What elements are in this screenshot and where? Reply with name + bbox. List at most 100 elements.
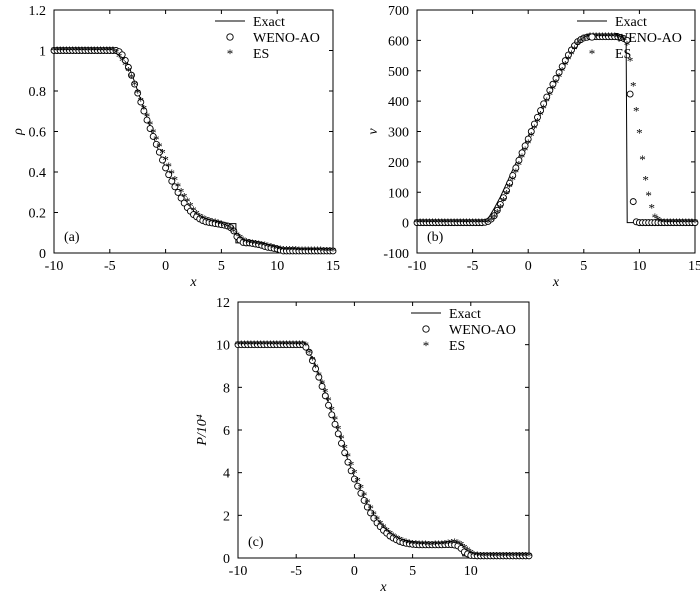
data-point: *: [162, 152, 169, 167]
data-point: *: [466, 215, 473, 230]
data-point: *: [474, 548, 481, 563]
data-point: *: [423, 215, 430, 230]
data-point: [140, 107, 148, 115]
data-point: *: [522, 143, 529, 158]
legend-star-swatch: *: [423, 338, 430, 353]
data-point: [230, 227, 238, 235]
x-tick-label: -5: [290, 564, 302, 579]
data-point: *: [633, 103, 640, 118]
data-point: *: [380, 520, 387, 535]
data-point: *: [454, 215, 461, 230]
data-point: [334, 430, 342, 438]
data-point: *: [305, 243, 312, 258]
data-point: [159, 156, 166, 164]
data-point: *: [320, 243, 327, 258]
data-point: *: [144, 109, 151, 124]
data-point: *: [141, 101, 148, 116]
data-point: *: [277, 242, 284, 257]
data-point: *: [417, 215, 424, 230]
data-point: *: [565, 52, 572, 67]
x-tick-label: -5: [104, 259, 116, 274]
data-point: *: [413, 537, 420, 552]
data-point: [171, 183, 179, 191]
data-point: [350, 475, 358, 483]
data-point: *: [280, 242, 287, 257]
data-point: *: [371, 507, 378, 522]
data-point: *: [409, 536, 416, 551]
data-point: [490, 212, 498, 220]
data-point: *: [267, 337, 274, 352]
data-point: *: [526, 548, 533, 563]
data-point: *: [184, 194, 191, 209]
data-point: *: [477, 548, 484, 563]
data-point: [518, 149, 526, 157]
y-tick-label: 0.4: [29, 166, 47, 181]
data-point: [152, 140, 160, 148]
data-point: *: [128, 70, 135, 85]
data-point: *: [493, 548, 500, 563]
data-point: *: [274, 337, 281, 352]
data-point: *: [500, 194, 507, 209]
data-point: *: [432, 537, 439, 552]
y-axis-label: P/10⁴: [195, 414, 210, 446]
data-point: *: [66, 43, 73, 58]
data-point: *: [400, 534, 407, 549]
data-point: *: [218, 217, 225, 232]
data-point: *: [642, 172, 649, 187]
data-point: [537, 107, 545, 115]
data-point: *: [76, 43, 83, 58]
data-point: *: [438, 537, 445, 552]
x-tick-label: 10: [464, 564, 478, 579]
data-point: *: [472, 215, 479, 230]
x-tick-label: 10: [270, 259, 284, 274]
data-point: *: [338, 431, 345, 446]
data-point: *: [445, 536, 452, 551]
y-tick-label: 0: [223, 552, 230, 567]
data-point: *: [655, 213, 662, 228]
data-point: *: [94, 43, 101, 58]
data-point: *: [181, 189, 188, 204]
data-point: *: [513, 165, 520, 180]
data-point: *: [455, 536, 462, 551]
data-point: *: [445, 215, 452, 230]
data-point: *: [293, 337, 300, 352]
data-point: *: [584, 30, 591, 45]
data-point: *: [608, 29, 615, 44]
legend-star-swatch: *: [227, 46, 234, 61]
data-point: [174, 189, 182, 196]
data-point: *: [103, 43, 110, 58]
data-point: *: [138, 93, 145, 108]
x-tick-label: 5: [218, 259, 225, 274]
data-point: *: [200, 211, 207, 226]
y-tick-label: 0: [402, 217, 409, 232]
data-point: *: [206, 214, 213, 229]
data-point: *: [246, 235, 253, 250]
data-point: *: [510, 173, 517, 188]
x-tick-label: -10: [229, 564, 248, 579]
data-point: *: [354, 474, 361, 489]
data-point: *: [458, 538, 465, 553]
data-point: [331, 420, 339, 428]
data-point: *: [72, 43, 79, 58]
data-point: *: [54, 43, 61, 58]
data-point: [561, 57, 569, 65]
legend-label: Exact: [253, 15, 285, 30]
series-es: ****************************************…: [235, 337, 533, 563]
data-point: [302, 343, 310, 351]
data-point: *: [234, 228, 241, 243]
data-point: *: [571, 42, 578, 57]
data-point: *: [57, 43, 64, 58]
data-point: *: [358, 481, 365, 496]
data-point: *: [414, 215, 421, 230]
data-point: *: [255, 237, 262, 252]
y-tick-label: 600: [388, 34, 409, 49]
data-point: *: [212, 215, 219, 230]
data-point: *: [673, 215, 680, 230]
data-point: [558, 63, 566, 70]
data-point: [509, 172, 517, 179]
y-tick-label: 6: [223, 424, 230, 439]
data-point: *: [624, 37, 631, 52]
data-point: *: [652, 210, 659, 225]
data-point: *: [627, 53, 634, 68]
